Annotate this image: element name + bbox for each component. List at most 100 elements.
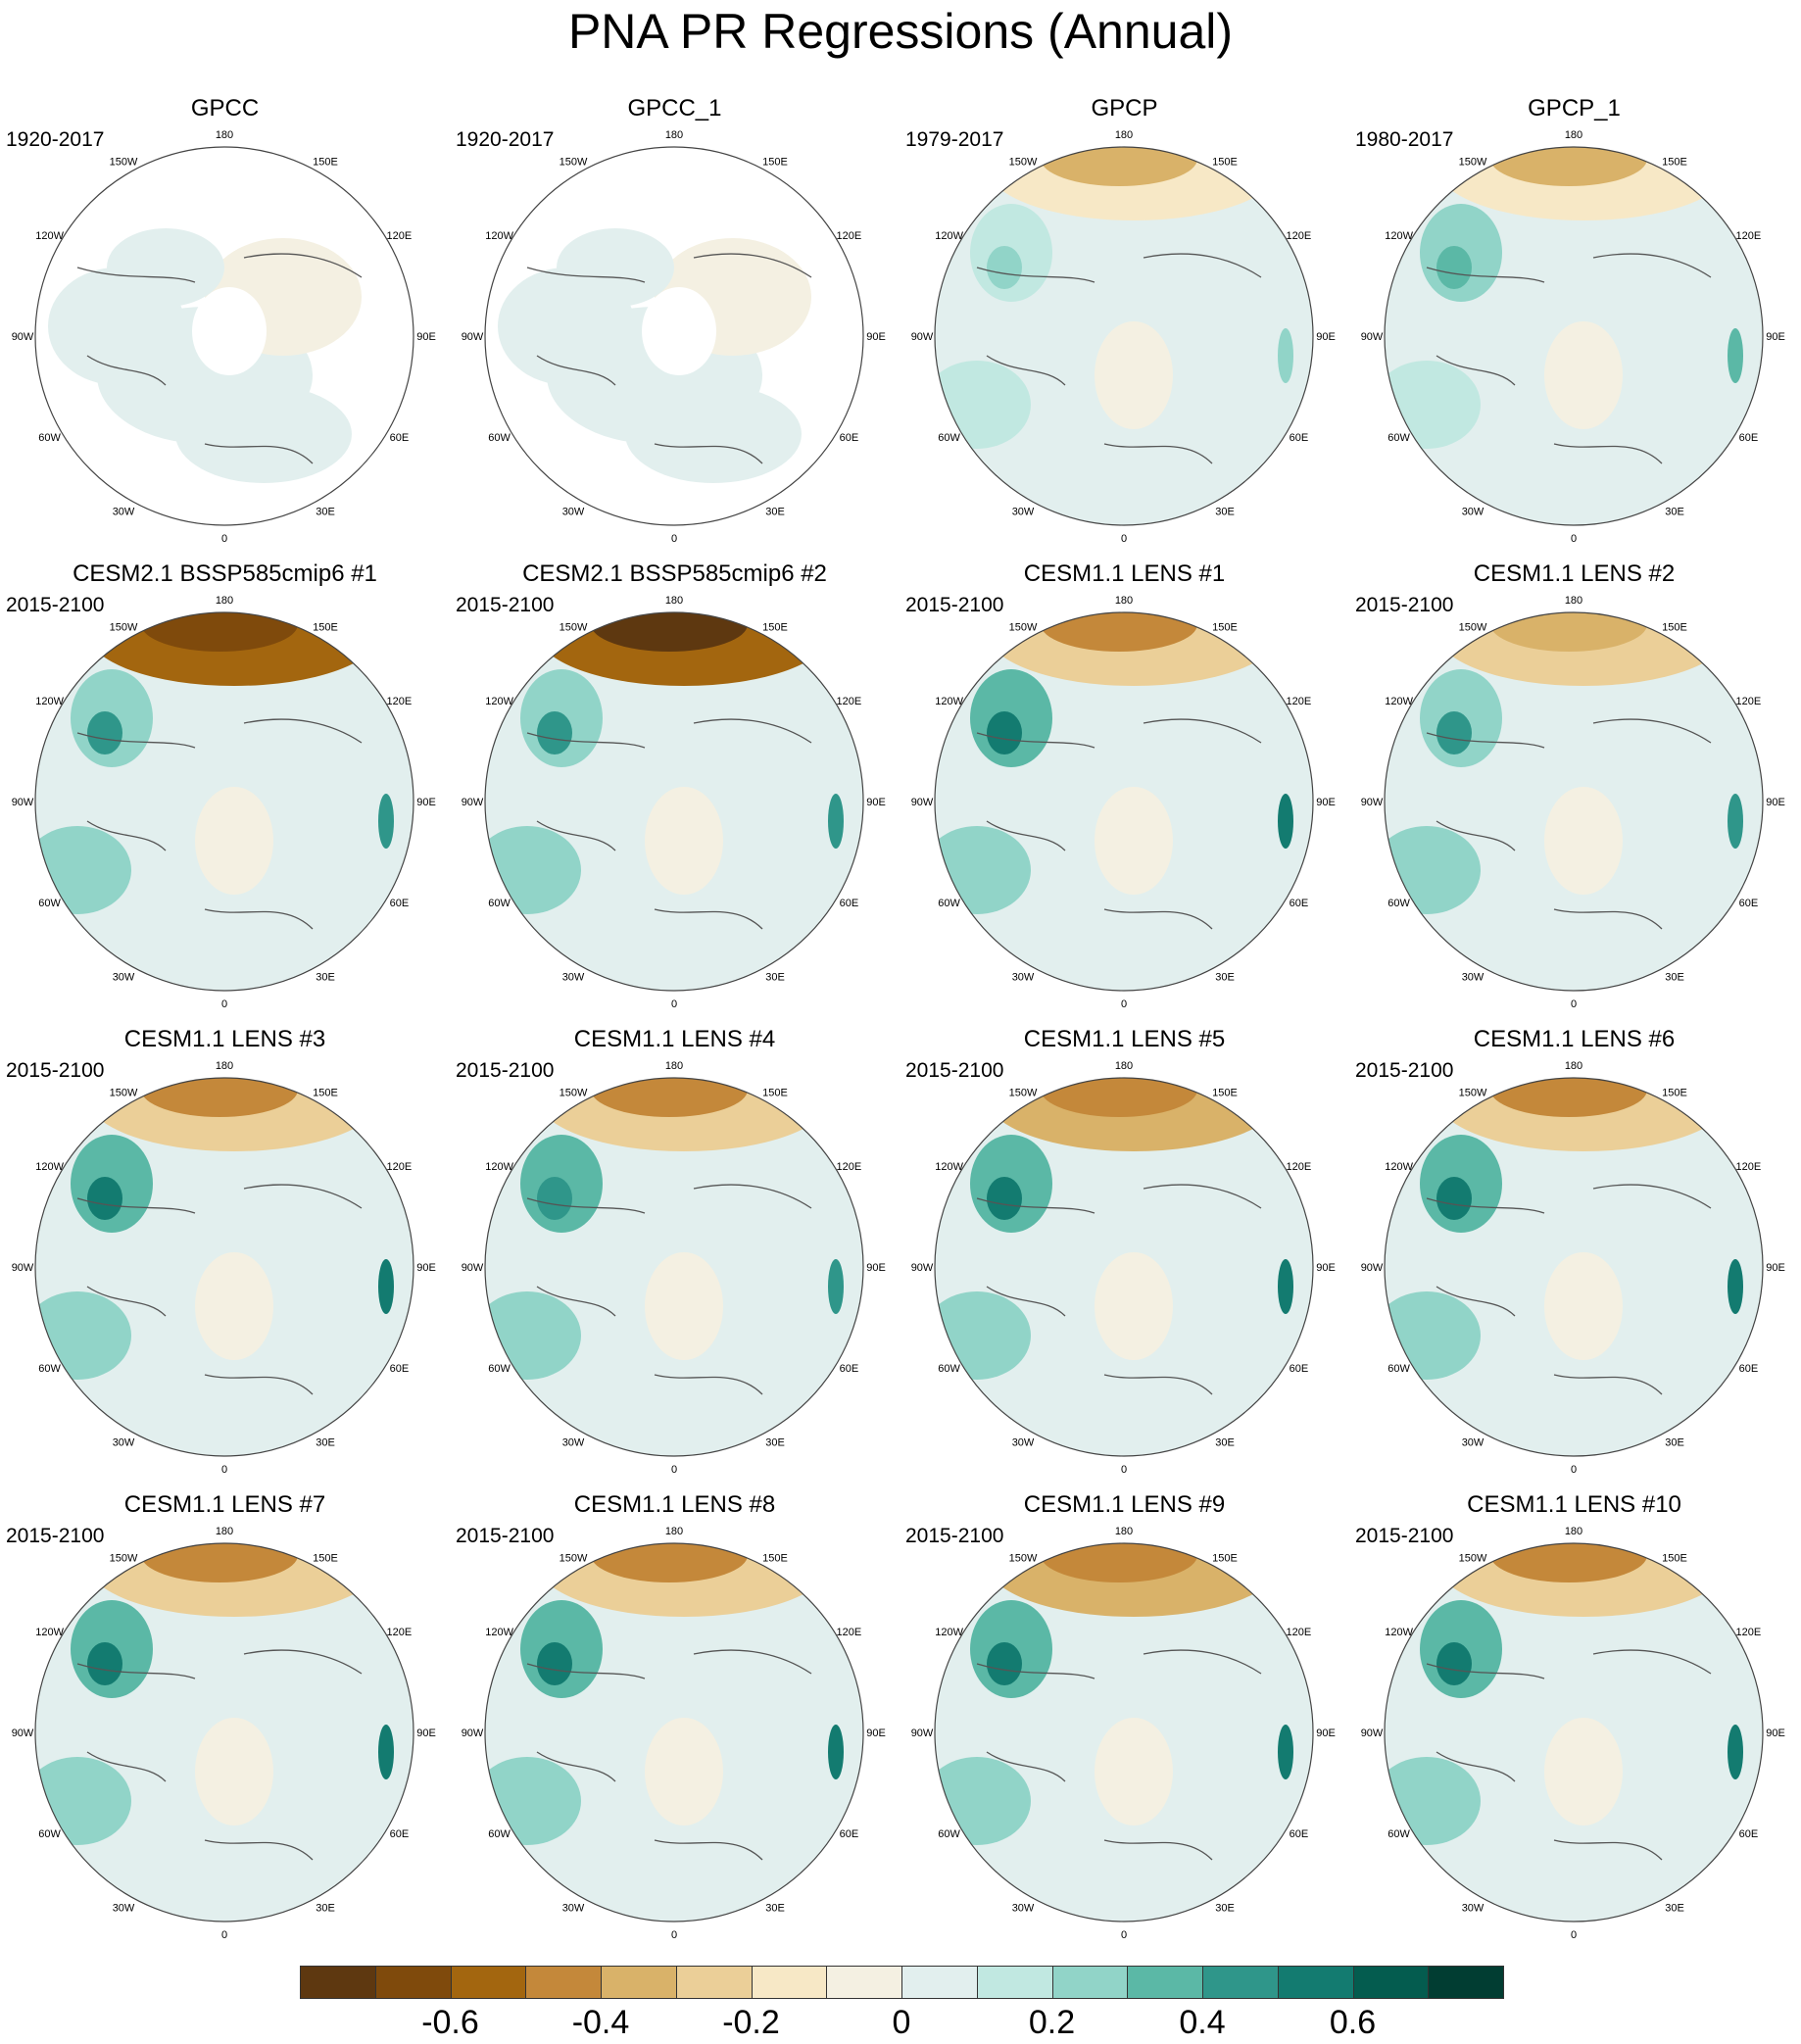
longitude-label: 120E [387, 1627, 413, 1638]
panel-period: 2015-2100 [905, 1525, 1004, 1547]
coastline [976, 1184, 1262, 1395]
panel-title: CESM1.1 LENS #2 [1473, 560, 1676, 587]
pacific-anomaly-core [1490, 612, 1647, 652]
longitude-label: 150E [1212, 622, 1238, 634]
colorbar-tick-label: -0.2 [722, 2004, 780, 2041]
longitude-label: 60E [840, 432, 859, 444]
longitude-label: 150W [560, 1088, 588, 1099]
panel-title: CESM1.1 LENS #9 [1023, 1491, 1226, 1518]
polar-map: 180 150E 120E 90E 60E 30E 0 30W 60W 90W 120W 150W [911, 129, 1336, 545]
longitude-label: 90W [911, 1728, 934, 1739]
panel-period: 1980-2017 [1355, 128, 1454, 151]
panel-title: CESM1.1 LENS #10 [1467, 1491, 1681, 1518]
longitude-label: 180 [1115, 595, 1133, 607]
longitude-label: 60W [1387, 898, 1410, 909]
longitude-label: 90W [12, 1262, 34, 1274]
east-asia-anomaly [1278, 1725, 1293, 1779]
longitude-label: 150W [110, 157, 138, 169]
coastal-anomaly-core [87, 1177, 122, 1220]
map-boundary [1384, 1077, 1764, 1457]
longitude-label: 0 [1571, 998, 1577, 1010]
longitude-label: 180 [216, 595, 233, 607]
longitude-label: 180 [665, 595, 683, 607]
longitude-label: 90E [416, 1262, 436, 1274]
longitude-label: 150E [1662, 1553, 1687, 1565]
map-panel: CESM1.1 LENS #9 2015-2100 180 150E 120E 90E 60… [900, 1490, 1349, 1951]
missing-data-area [642, 287, 716, 375]
longitude-label: 30E [316, 1902, 335, 1914]
missing-data-area [192, 287, 267, 375]
figure-title: PNA PR Regressions (Annual) [567, 4, 1234, 59]
longitude-label: 180 [1115, 129, 1133, 141]
longitude-label: 0 [1571, 533, 1577, 545]
coastline [1426, 718, 1712, 930]
coastal-anomaly-core [987, 1177, 1022, 1220]
colorbar-swatch [826, 1966, 902, 1999]
coastline [526, 1649, 812, 1861]
longitude-label: 0 [671, 1464, 677, 1476]
longitude-label: 150W [1459, 157, 1487, 169]
arctic-anomaly [645, 1252, 723, 1360]
longitude-label: 90E [1316, 1728, 1336, 1739]
longitude-label: 60W [1387, 1828, 1410, 1840]
longitude-label: 90W [1361, 331, 1384, 343]
longitude-label: 120E [387, 696, 413, 707]
longitude-label: 0 [671, 1929, 677, 1941]
panel-period: 2015-2100 [1355, 594, 1454, 616]
longitude-label: 30E [765, 1436, 785, 1448]
map-boundary [484, 1542, 864, 1922]
longitude-label: 30W [113, 506, 135, 517]
pacific-anomaly-core [1490, 1078, 1647, 1117]
coastal-anomaly-core [537, 711, 572, 754]
precip-contour [175, 385, 352, 483]
longitude-label: 30E [1215, 971, 1235, 983]
longitude-label: 120W [1385, 1627, 1413, 1638]
polar-map: 180 150E 120E 90E 60E 30E 0 30W 60W 90W 120W 150W [12, 595, 436, 1010]
longitude-label: 60W [38, 432, 61, 444]
longitude-label: 120W [1385, 1161, 1413, 1173]
panel-period: 2015-2100 [1355, 1059, 1454, 1082]
coastline [76, 718, 363, 930]
longitude-label: 150W [110, 1088, 138, 1099]
arctic-anomaly [1095, 1252, 1173, 1360]
colorbar-tick-label: 0.4 [1179, 2004, 1226, 2041]
colorbar-swatch [374, 1966, 452, 1999]
longitude-label: 60W [38, 898, 61, 909]
longitude-label: 180 [1115, 1526, 1133, 1537]
longitude-label: 30W [1012, 971, 1035, 983]
pacific-anomaly-core [591, 612, 748, 652]
longitude-label: 90W [1361, 797, 1384, 808]
coastline [1426, 1649, 1712, 1861]
longitude-label: 150E [762, 1553, 788, 1565]
longitude-label: 150W [1459, 1553, 1487, 1565]
longitude-label: 120W [935, 230, 963, 242]
longitude-label: 180 [1565, 595, 1582, 607]
polar-map: 180 150E 120E 90E 60E 30E 0 30W 60W 90W 120W 150W [1361, 1060, 1785, 1476]
arctic-anomaly [1544, 1252, 1623, 1360]
east-asia-anomaly [1728, 1725, 1743, 1779]
panel-period: 2015-2100 [6, 594, 105, 616]
longitude-label: 60W [1387, 1363, 1410, 1375]
panel-title: CESM1.1 LENS #6 [1473, 1026, 1676, 1052]
longitude-label: 90E [1766, 1262, 1785, 1274]
longitude-label: 60E [1739, 1363, 1759, 1375]
precip-contour [625, 385, 802, 483]
panel-period: 1920-2017 [456, 128, 555, 151]
longitude-label: 90E [416, 797, 436, 808]
polar-map: 180 150E 120E 90E 60E 30E 0 30W 60W 90W 120W 150W [1361, 595, 1785, 1010]
panel-title: CESM1.1 LENS #1 [1023, 560, 1226, 587]
longitude-label: 0 [1571, 1929, 1577, 1941]
polar-map: 180 150E 120E 90E 60E 30E 0 30W 60W 90W 120W 150W [911, 1526, 1336, 1941]
longitude-label: 30W [562, 1902, 585, 1914]
longitude-label: 90W [12, 797, 34, 808]
map-boundary [484, 146, 864, 526]
east-asia-anomaly [828, 1725, 844, 1779]
longitude-label: 30E [1665, 506, 1684, 517]
longitude-label: 60W [938, 898, 960, 909]
east-asia-anomaly [1278, 328, 1293, 383]
longitude-label: 30E [765, 971, 785, 983]
longitude-label: 180 [216, 129, 233, 141]
polar-map: 180 150E 120E 90E 60E 30E 0 30W 60W 90W 120W 150W [462, 1526, 886, 1941]
longitude-label: 90W [462, 331, 484, 343]
longitude-label: 180 [1565, 1060, 1582, 1072]
